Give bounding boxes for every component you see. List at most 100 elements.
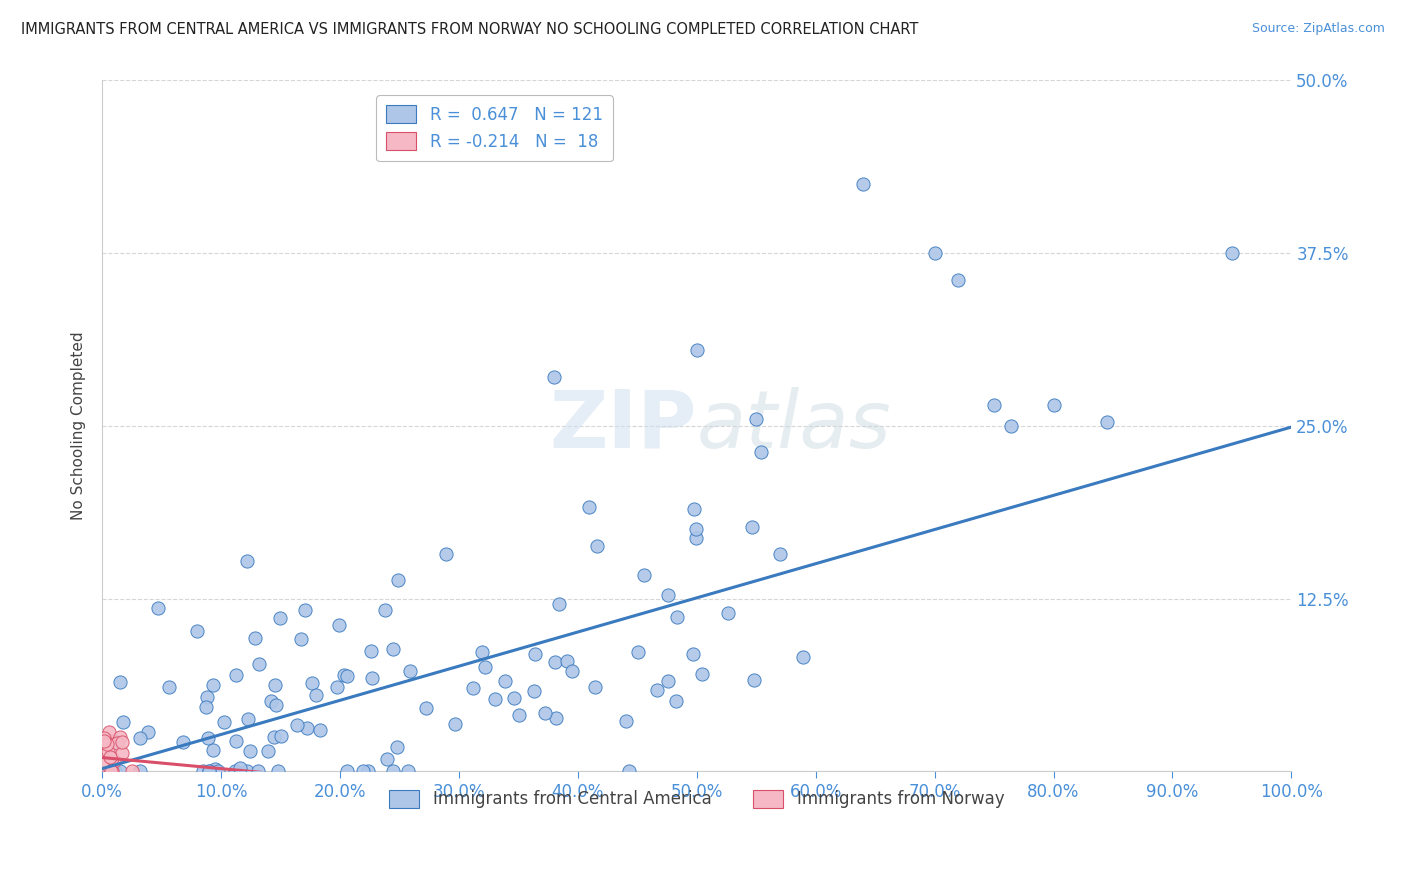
Point <box>548 597 571 611</box>
Point <box>111 746 134 760</box>
Point <box>633 568 655 582</box>
Point <box>583 680 606 694</box>
Point <box>474 660 496 674</box>
Point <box>645 683 668 698</box>
Point <box>285 718 308 732</box>
Point <box>657 674 679 689</box>
Point <box>335 764 357 779</box>
Point <box>502 690 524 705</box>
Point <box>294 602 316 616</box>
Point <box>104 764 127 779</box>
Point <box>484 692 506 706</box>
Point <box>97 732 120 747</box>
Point <box>683 501 706 516</box>
Point <box>665 610 688 624</box>
Point <box>194 699 217 714</box>
Point <box>111 734 134 748</box>
Point <box>396 764 419 779</box>
Point <box>461 681 484 695</box>
Point <box>1095 415 1118 429</box>
Point <box>269 610 291 624</box>
Point <box>328 618 350 632</box>
Point <box>239 744 262 758</box>
Point <box>101 764 124 779</box>
Point <box>1042 398 1064 412</box>
Point <box>415 701 437 715</box>
Point <box>360 644 382 658</box>
Point <box>108 730 131 744</box>
Legend: Immigrants from Central America, Immigrants from Norway: Immigrants from Central America, Immigra… <box>382 783 1011 815</box>
Point <box>1220 245 1243 260</box>
Point <box>91 757 114 772</box>
Point <box>100 764 122 779</box>
Text: ZIP: ZIP <box>550 386 697 465</box>
Point <box>100 751 122 765</box>
Point <box>508 708 530 723</box>
Point <box>111 714 134 729</box>
Point <box>1000 419 1022 434</box>
Point <box>247 657 270 671</box>
Point <box>263 678 285 692</box>
Point <box>93 735 115 749</box>
Y-axis label: No Schooling Completed: No Schooling Completed <box>72 331 86 520</box>
Point <box>627 645 650 659</box>
Point <box>198 764 221 779</box>
Point <box>236 764 259 779</box>
Point <box>121 764 143 779</box>
Point <box>108 674 131 689</box>
Point <box>741 520 763 534</box>
Point <box>352 764 374 779</box>
Point <box>333 668 356 682</box>
Point <box>259 694 281 708</box>
Point <box>267 764 290 779</box>
Point <box>686 343 709 357</box>
Point <box>98 725 121 739</box>
Point <box>387 739 409 754</box>
Point <box>692 667 714 681</box>
Point <box>983 398 1005 412</box>
Point <box>202 743 225 757</box>
Point <box>225 668 247 682</box>
Point <box>357 764 380 779</box>
Point <box>382 764 405 779</box>
Point <box>534 706 557 720</box>
Point <box>375 752 398 766</box>
Point <box>105 736 128 750</box>
Text: Source: ZipAtlas.com: Source: ZipAtlas.com <box>1251 22 1385 36</box>
Point <box>297 721 319 735</box>
Point <box>742 673 765 688</box>
Point <box>198 764 221 779</box>
Point <box>301 675 323 690</box>
Point <box>717 607 740 621</box>
Point <box>494 673 516 688</box>
Point <box>745 411 768 425</box>
Point <box>186 624 208 638</box>
Point <box>129 731 152 746</box>
Text: atlas: atlas <box>697 386 891 465</box>
Point <box>336 668 359 682</box>
Point <box>309 723 332 737</box>
Point <box>197 731 219 745</box>
Point <box>103 734 125 748</box>
Point <box>360 671 382 685</box>
Point <box>305 688 328 702</box>
Point <box>524 647 547 661</box>
Point <box>157 680 180 694</box>
Point <box>685 522 707 536</box>
Point <box>100 750 122 764</box>
Point <box>290 632 312 647</box>
Point <box>543 370 565 384</box>
Point <box>204 762 226 776</box>
Point <box>193 764 215 779</box>
Point <box>555 655 578 669</box>
Point <box>444 717 467 731</box>
Point <box>471 645 494 659</box>
Point <box>103 764 125 779</box>
Point <box>792 650 814 665</box>
Point <box>243 631 266 645</box>
Point <box>614 714 637 729</box>
Point <box>561 664 583 678</box>
Point <box>108 764 131 779</box>
Point <box>665 694 688 708</box>
Point <box>247 764 270 779</box>
